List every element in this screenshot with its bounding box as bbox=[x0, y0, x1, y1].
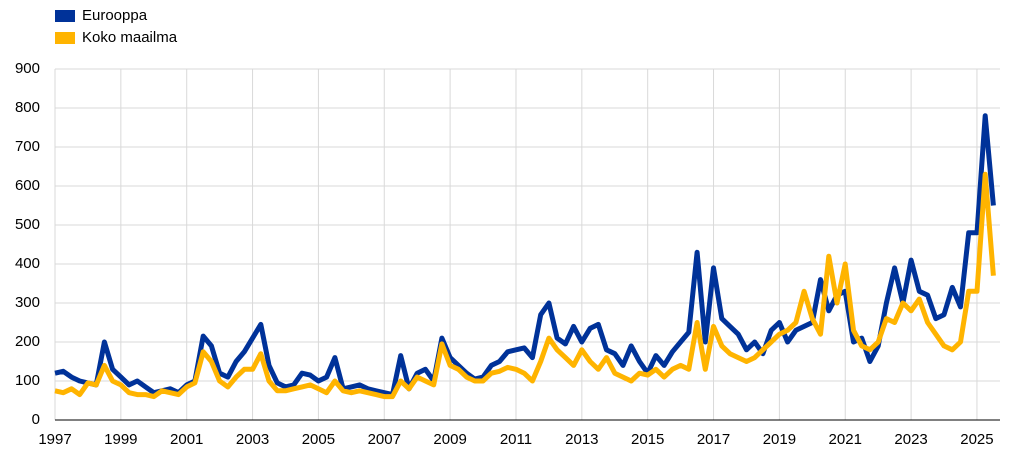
y-tick-label: 100 bbox=[15, 372, 40, 389]
x-tick-label: 1999 bbox=[104, 431, 137, 448]
y-tick-label: 700 bbox=[15, 138, 40, 155]
data-line bbox=[54, 113, 996, 398]
legend-label: Koko maailma bbox=[82, 29, 178, 46]
x-tick-label: 2001 bbox=[170, 431, 203, 448]
legend-swatch bbox=[55, 32, 75, 44]
y-tick-label: 800 bbox=[15, 99, 40, 116]
x-tick-label: 2015 bbox=[631, 431, 664, 448]
x-tick-label: 2011 bbox=[500, 431, 532, 448]
x-tick-label: 2013 bbox=[565, 431, 598, 448]
y-tick-label: 0 bbox=[32, 411, 40, 428]
x-tick-label: 2007 bbox=[368, 431, 401, 448]
x-tick-label: 2009 bbox=[433, 431, 466, 448]
y-tick-label: 300 bbox=[15, 294, 40, 311]
x-tick-label: 2019 bbox=[763, 431, 796, 448]
y-tick-label: 900 bbox=[15, 60, 40, 77]
x-tick-label: 2003 bbox=[236, 431, 269, 448]
x-tick-label: 2021 bbox=[829, 431, 862, 448]
legend-label: Eurooppa bbox=[82, 7, 148, 24]
x-tick-label: 1997 bbox=[38, 431, 71, 448]
y-tick-label: 200 bbox=[15, 333, 40, 350]
x-tick-label: 2023 bbox=[894, 431, 927, 448]
data-line bbox=[54, 171, 996, 400]
x-tick-label: 2017 bbox=[697, 431, 730, 448]
y-tick-label: 400 bbox=[15, 255, 40, 272]
y-tick-label: 600 bbox=[15, 177, 40, 194]
x-tick-label: 2005 bbox=[302, 431, 335, 448]
y-tick-label: 500 bbox=[15, 216, 40, 233]
legend-swatch bbox=[55, 10, 75, 22]
x-tick-label: 2025 bbox=[960, 431, 993, 448]
